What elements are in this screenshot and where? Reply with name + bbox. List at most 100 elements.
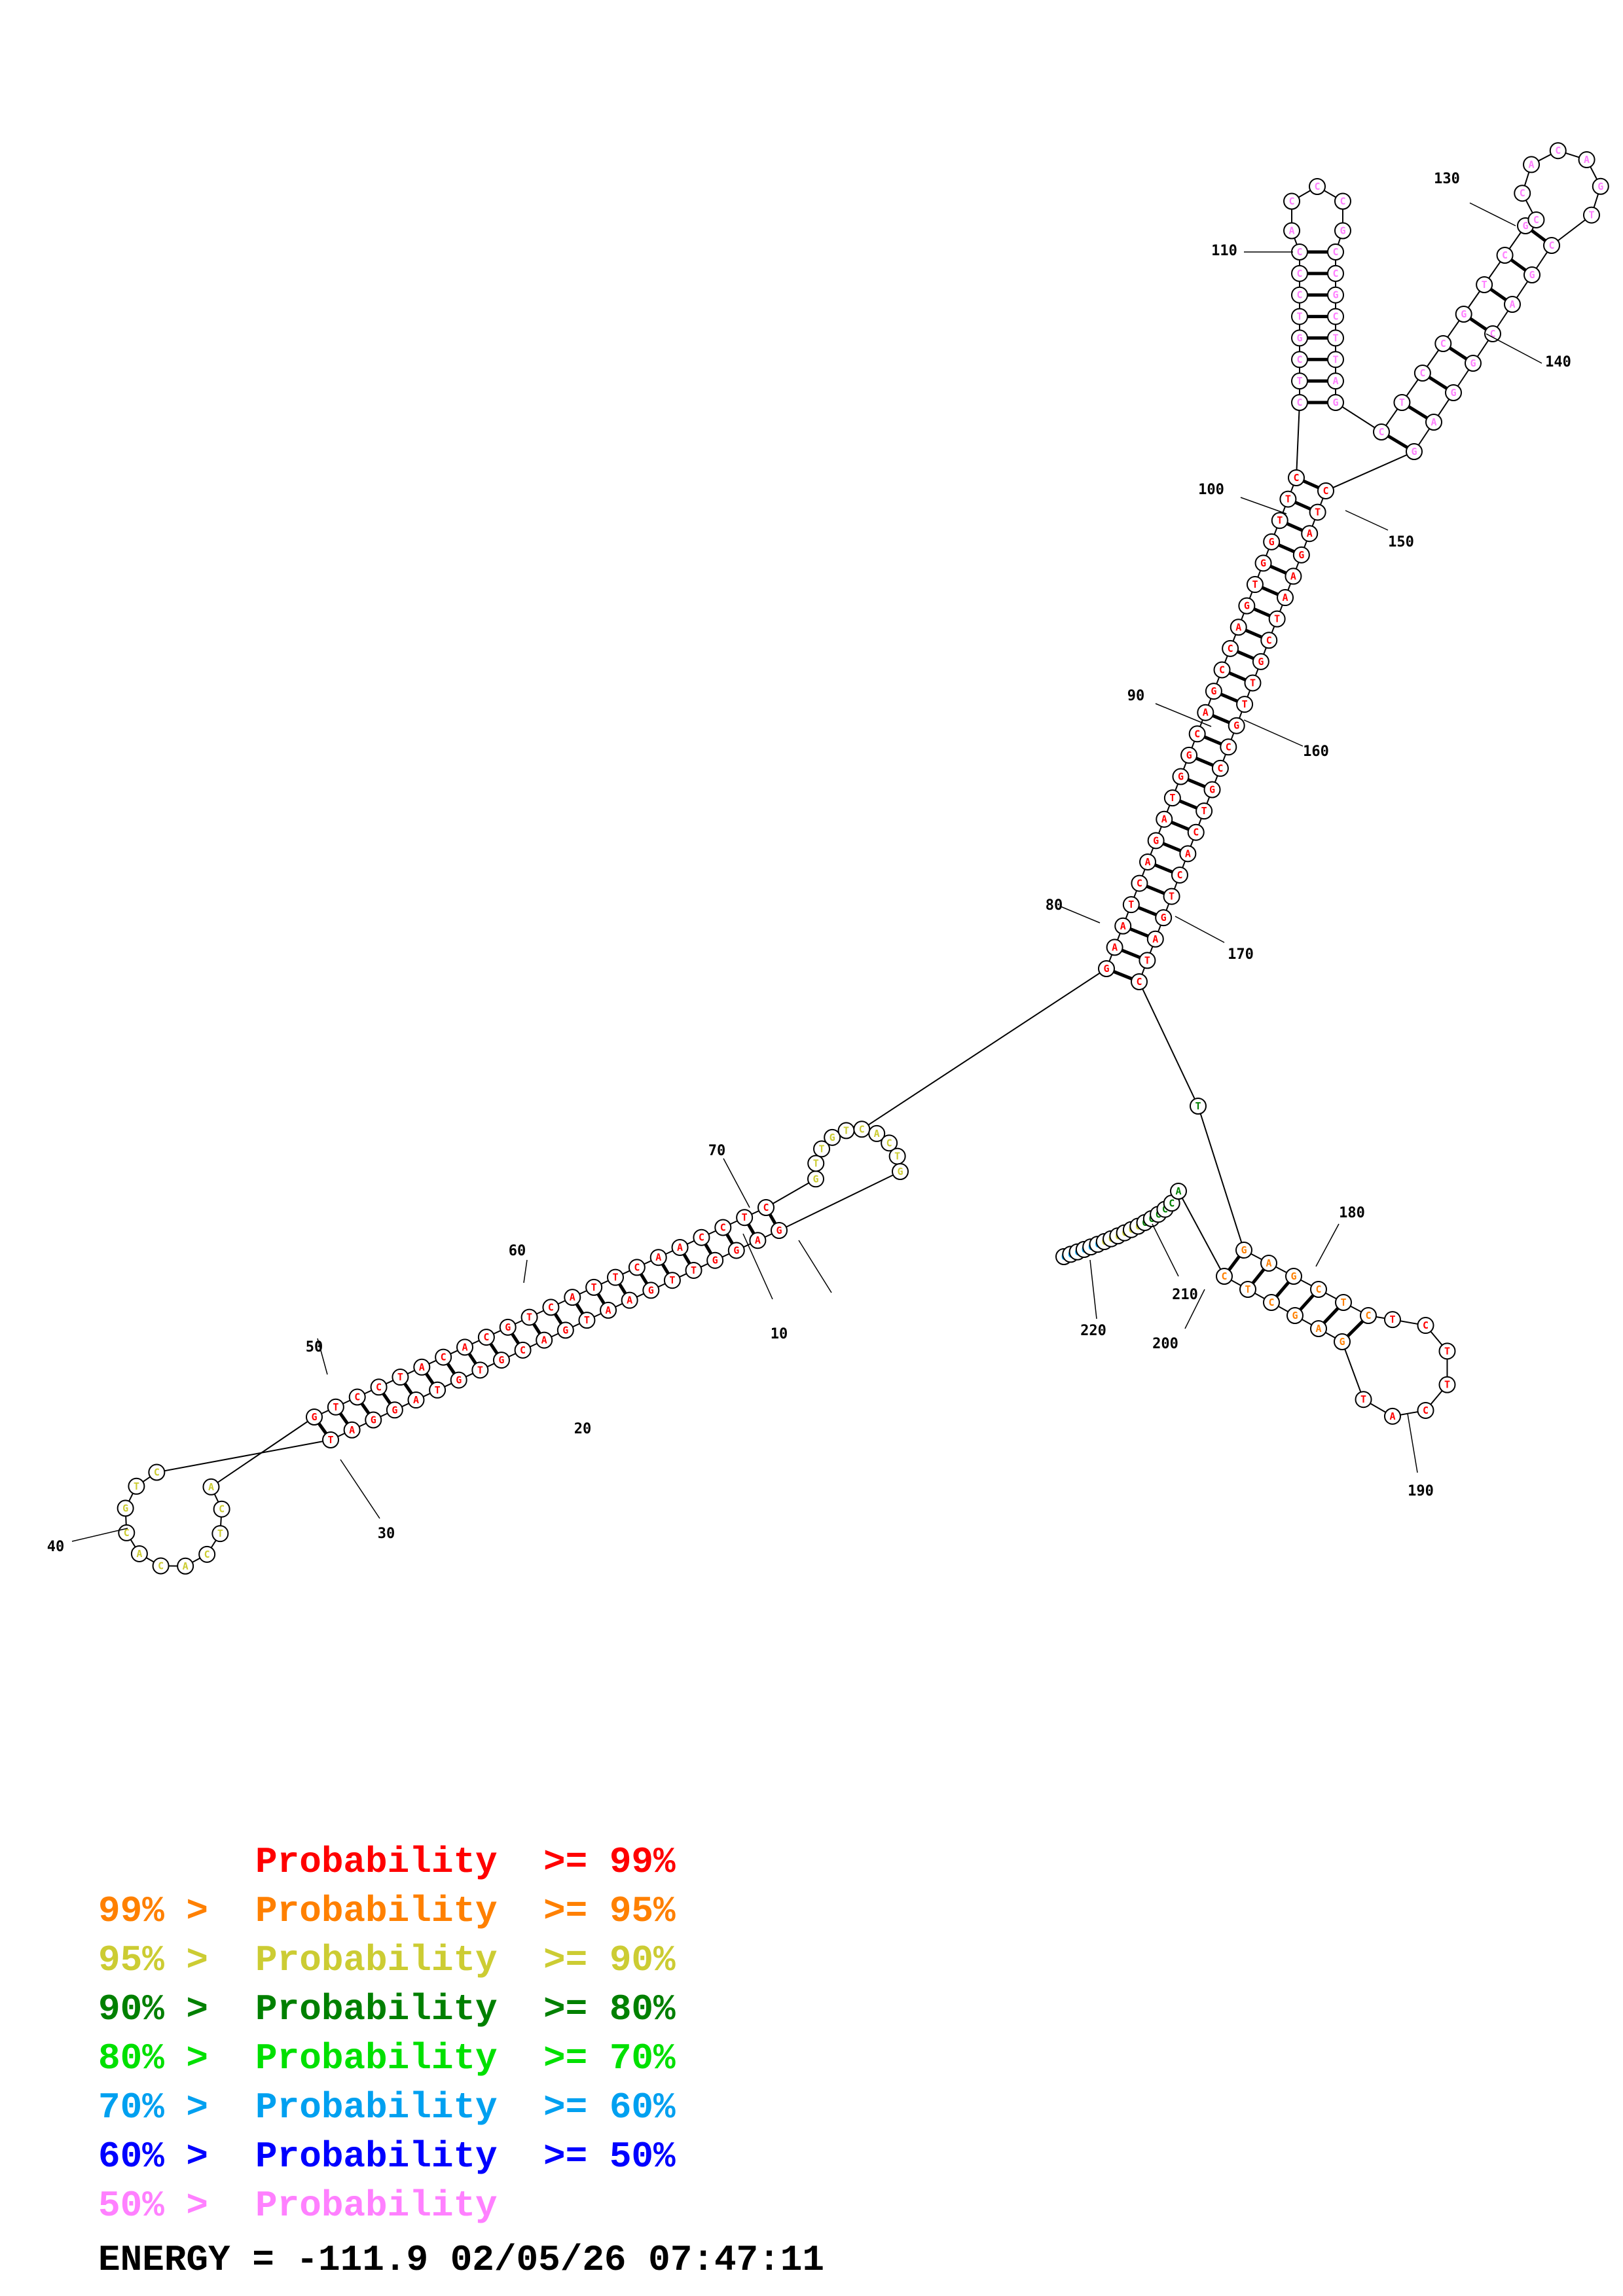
nucleotide-circle (600, 1301, 617, 1319)
nucleotide-letter: A (413, 1394, 419, 1406)
nucleotide: A (1106, 939, 1123, 956)
nucleotide-letter: A (1431, 416, 1436, 428)
nucleotide-circle (536, 1331, 553, 1349)
nucleotide-letter: C (158, 1560, 164, 1571)
nucleotide-circle (1213, 661, 1231, 679)
nucleotide: G (499, 1318, 517, 1336)
nucleotide-letter: C (483, 1331, 489, 1343)
nucleotide-letter: C (376, 1381, 382, 1393)
nucleotide: G (1254, 554, 1272, 572)
backbone-line (1240, 497, 1287, 514)
nucleotide-circle (1291, 329, 1308, 347)
nucleotide-letter: A (874, 1128, 880, 1139)
nucleotide-circle (1246, 576, 1264, 594)
backbone-line (1060, 906, 1101, 924)
nucleotide-letter: G (1292, 1310, 1298, 1321)
nucleotide-circle (450, 1371, 467, 1389)
nucleotide-letter: G (1298, 549, 1304, 561)
nucleotide-letter: T (134, 1480, 139, 1492)
nucleotide: T (1244, 674, 1262, 692)
nucleotide: T (211, 1525, 229, 1543)
nucleotide-circle (1327, 329, 1344, 347)
nucleotide-circle (1523, 156, 1541, 173)
nucleotide-circle (1228, 717, 1245, 734)
position-label: 150 (1388, 534, 1414, 550)
nucleotide: C (1211, 759, 1229, 777)
backbone-line (861, 968, 1107, 1130)
nucleotide-circle (1514, 185, 1531, 202)
nucleotide-letter: A (1290, 570, 1296, 582)
nucleotide-circle (1327, 264, 1344, 282)
nucleotide-letter: C (1555, 145, 1561, 156)
nucleotide-letter: C (1228, 643, 1233, 655)
legend-entry: 50% > Probability (98, 2185, 498, 2227)
nucleotide-letter: T (1144, 954, 1150, 966)
nucleotide-letter: A (655, 1251, 661, 1263)
nucleotide-circle (392, 1369, 409, 1386)
nucleotide-circle (499, 1318, 517, 1336)
nucleotide: C (152, 1557, 170, 1575)
nucleotide: G (706, 1251, 724, 1269)
nucleotide-circle (1425, 414, 1442, 431)
nucleotide-circle (429, 1381, 447, 1399)
nucleotide-letter: G (1209, 784, 1215, 796)
nucleotide-letter: C (1296, 353, 1302, 365)
nucleotide-circle (1334, 192, 1351, 210)
nucleotide-letter: G (562, 1324, 568, 1336)
nucleotide: A (621, 1291, 638, 1309)
nucleotide: T (1327, 351, 1344, 368)
nucleotide-circle (714, 1219, 732, 1236)
nucleotide-letter: C (886, 1137, 892, 1149)
nucleotide-letter: T (526, 1312, 532, 1323)
nucleotide: G (642, 1282, 660, 1299)
nucleotide-circle (1484, 325, 1501, 342)
nucleotide-letter: G (1186, 749, 1192, 761)
backbone-line (1296, 402, 1300, 478)
nucleotide-circle (1205, 683, 1222, 700)
nucleotide: T (471, 1361, 489, 1379)
nucleotide: A (1425, 414, 1442, 431)
nucleotide-circle (306, 1408, 323, 1426)
position-label: 20 (574, 1421, 592, 1437)
nucleotide: G (492, 1352, 510, 1369)
nucleotide: T (663, 1272, 681, 1289)
nucleotide-letter: T (333, 1401, 338, 1413)
nucleotide-letter: A (1235, 621, 1241, 633)
nucleotide-circle (1309, 178, 1326, 195)
nucleotide: C (853, 1121, 871, 1138)
nucleotide-circle (1309, 503, 1326, 521)
structure-backbone (124, 150, 1601, 1567)
nucleotide-letter: G (505, 1321, 511, 1333)
nucleotide-letter: T (1277, 514, 1283, 526)
nucleotide-circle (365, 1411, 382, 1429)
nucleotide: T (1122, 896, 1140, 914)
legend-label: Probability (255, 1939, 498, 1981)
nucleotide: A (1283, 222, 1301, 240)
nucleotide: T (1438, 1342, 1456, 1360)
nucleotide-circle (1098, 960, 1115, 977)
nucleotide-circle (1222, 639, 1239, 657)
nucleotide: T (128, 1477, 145, 1495)
nucleotide-circle (621, 1291, 638, 1309)
nucleotide-letter: G (456, 1374, 462, 1386)
position-ticks: 10 20 30 40 50 60 70 80 90 100 110 130 140 150 160 170 1… (47, 171, 1571, 1555)
backbone-line (742, 1233, 773, 1300)
backbone-line (71, 1528, 128, 1542)
nucleotide-circle (1496, 247, 1514, 264)
nucleotide-letter: A (570, 1291, 575, 1303)
nucleotide-circle (117, 1499, 134, 1517)
nucleotide-circle (1230, 619, 1247, 636)
nucleotide-letter: G (812, 1173, 818, 1185)
nucleotide: C (1327, 264, 1344, 282)
legend-label: Probability (255, 1988, 498, 2030)
nucleotide-circle (1549, 142, 1567, 160)
nucleotide: T (1246, 576, 1264, 594)
nucleotide-letter: C (204, 1549, 210, 1560)
nucleotide-letter: G (1178, 771, 1184, 783)
nucleotide-letter: T (1245, 1283, 1250, 1295)
nucleotide-circle (1239, 1281, 1256, 1298)
backbone-line (1335, 402, 1382, 433)
nucleotide-letter: T (1274, 613, 1280, 625)
nucleotide-letter: T (742, 1211, 748, 1223)
nucleotide: G (727, 1242, 745, 1259)
